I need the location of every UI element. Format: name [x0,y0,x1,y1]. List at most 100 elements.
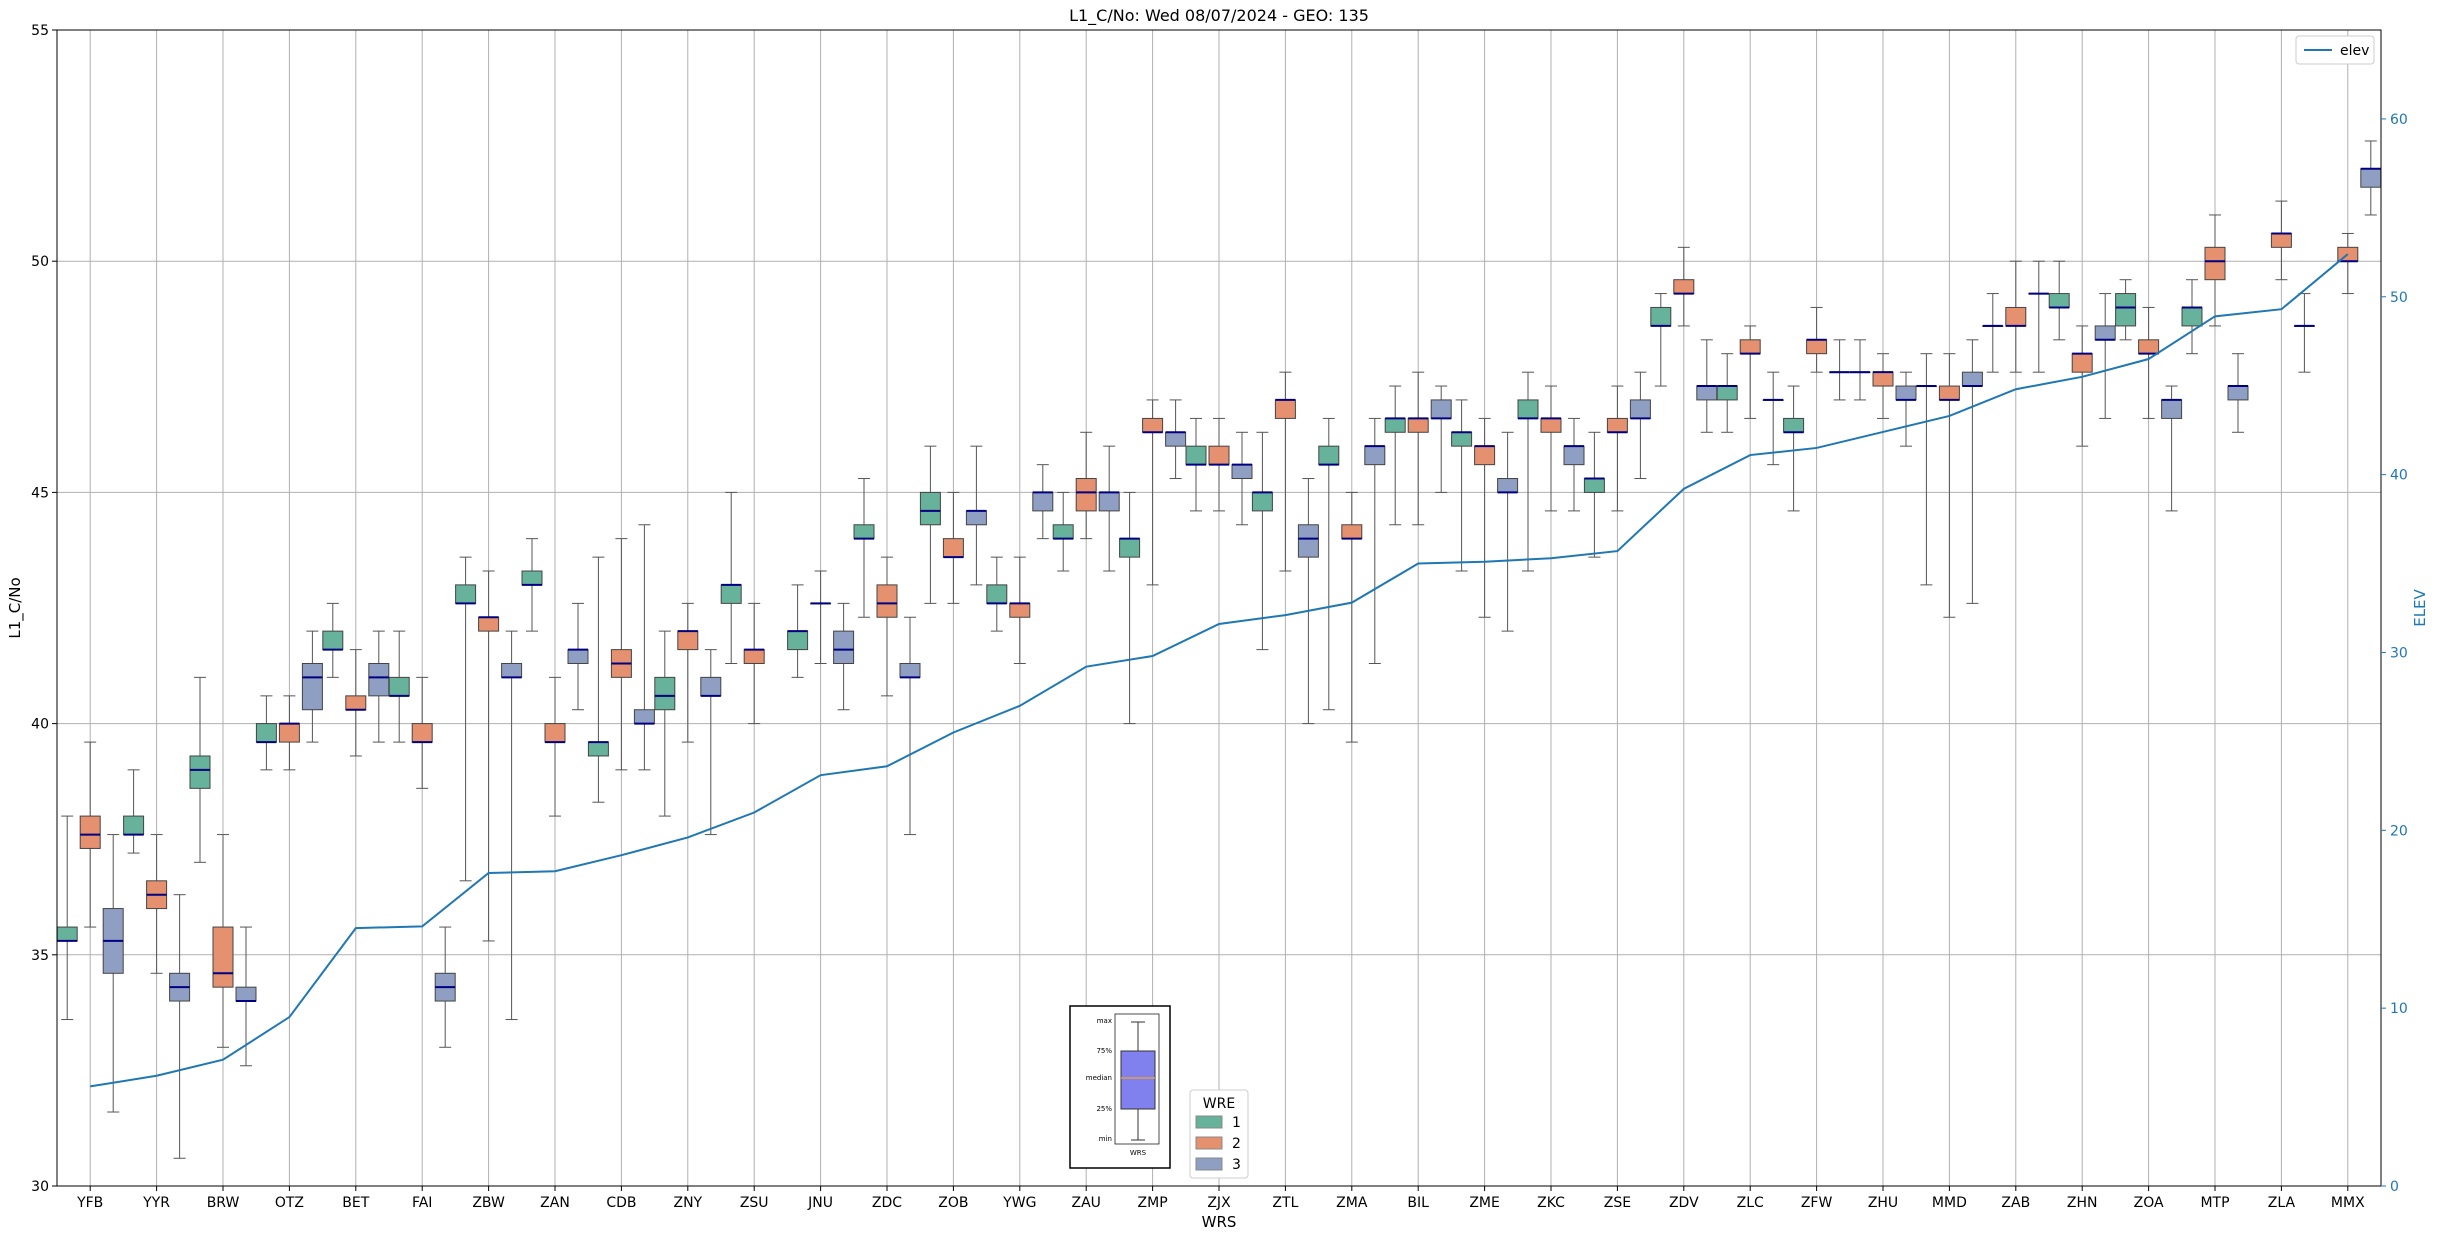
x-tick-label: ZSE [1604,1195,1631,1211]
box-wre-3 [1961,371,1983,387]
y-tick-label: 55 [31,23,49,39]
box-wre-3 [2094,325,2116,341]
box-wre-1 [388,676,410,697]
x-tick-label: ZOB [938,1195,968,1211]
legend-elev-label: elev [2340,43,2369,59]
box-wre-2 [1341,524,1363,540]
box-wre-1 [587,741,609,757]
x-tick-label: YYR [142,1195,170,1211]
box-key-box [1120,1050,1156,1110]
box-wre-1 [654,676,676,711]
box-wre-1 [720,584,742,604]
x-tick-label: CDB [606,1195,636,1211]
box-wre-2 [1806,339,1828,355]
y2-tick-label: 20 [2390,823,2408,839]
x-tick-label: ZKC [1537,1195,1565,1211]
x-tick-label: ZAU [1071,1195,1100,1211]
box-wre-2 [2005,306,2027,327]
box-key-xlabel: WRS [1130,1149,1147,1157]
box-wre-3 [1430,399,1452,419]
x-tick-label: OTZ [275,1195,304,1211]
box-wre-3 [1297,524,1319,558]
box-wre-1 [1119,538,1141,558]
elevation-line-layer [90,253,2349,1088]
x-tick-label: ZME [1469,1195,1500,1211]
box-wre-1 [1451,431,1473,447]
box-wre-2 [1075,478,1097,512]
legend-wre-swatch-2 [1195,1136,1223,1150]
box-wre-2 [677,630,699,651]
box-wre-2 [1606,417,1628,433]
x-tick-label: ZAB [2001,1195,2030,1211]
legend-elev: elev [2295,35,2375,65]
x-tick-label: ZAN [540,1195,570,1211]
box-wre-1 [1384,417,1406,433]
box-wre-2 [478,616,500,632]
box-wre-2 [743,649,765,664]
box-wre-2 [2270,232,2292,248]
x-tick-label: MMD [1932,1195,1967,1211]
box-wre-1 [189,755,211,789]
y-axis-label: L1_C/No [6,577,25,638]
y2-tick-label: 30 [2390,645,2408,661]
box-wre-2 [1938,385,1960,401]
box-wre-2 [1142,417,1164,433]
box-wre-2 [1474,445,1496,466]
box-wre-3 [501,662,523,678]
box-wre-2 [544,723,566,743]
legend-wre-label-3: 3 [1232,1157,1241,1173]
y-tick-label: 35 [31,948,49,964]
legend-wre: WRE 1 2 3 [1189,1089,1249,1179]
box-wre-2 [2071,353,2093,373]
legend-wre-frame [1189,1089,1249,1179]
box-wre-3 [567,649,589,664]
box-wre-1 [255,723,277,743]
box-wre-3 [235,986,257,1002]
box-wre-2 [1208,445,1230,466]
x-tick-label: BRW [207,1195,240,1211]
axes-layer: 30 35 40 45 50 55 0 10 20 30 40 50 60 YFB YYR BRW OTZ BET… [31,23,2408,1211]
legend-wre-swatch-3 [1195,1157,1223,1171]
x-tick-label: MTP [2200,1195,2229,1211]
x-tick-label: ZFW [1801,1195,1833,1211]
box-wre-1 [56,926,78,942]
box-wre-1 [1185,445,1207,466]
box-wre-1 [1318,445,1340,466]
box-wre-3 [1098,491,1120,512]
box-wre-1 [322,630,344,651]
box-wre-3 [301,662,323,711]
box-key-label: max [1097,1017,1112,1025]
box-wre-2 [2204,246,2226,281]
box-wre-1 [455,584,477,604]
x-tick-label: YFB [76,1195,103,1211]
box-layer [56,167,2382,1003]
box-wre-2 [876,584,898,618]
box-wre-3 [1563,445,1585,466]
x-tick-label: ZLA [2268,1195,2296,1211]
box-wre-3 [1629,399,1651,419]
box-wre-1 [2181,306,2203,327]
box-wre-1 [2115,293,2137,327]
box-wre-1 [1716,385,1738,401]
y2-tick-label: 40 [2390,468,2408,484]
box-wre-3 [1497,478,1519,493]
box-wre-3 [368,662,390,697]
box-wre-1 [123,815,145,836]
x-tick-label: JNU [807,1195,833,1211]
box-wre-2 [1739,339,1761,355]
legend-wre-label-2: 2 [1232,1136,1241,1152]
box-wre-1 [919,491,941,526]
box-wre-3 [1696,385,1718,401]
x-tick-label: ZOA [2134,1195,2164,1211]
box-wre-3 [899,662,921,678]
box-wre-1 [1251,491,1273,512]
chart-title: L1_C/No: Wed 08/07/2024 - GEO: 135 [1069,6,1369,26]
box-key-label: 75% [1096,1047,1112,1055]
box-wre-3 [1364,445,1386,466]
box-wre-1 [1517,399,1539,419]
y-tick-label: 50 [31,254,49,270]
box-wre-1 [521,570,543,586]
x-tick-label: ZHU [1868,1195,1898,1211]
box-wre-3 [700,676,722,697]
